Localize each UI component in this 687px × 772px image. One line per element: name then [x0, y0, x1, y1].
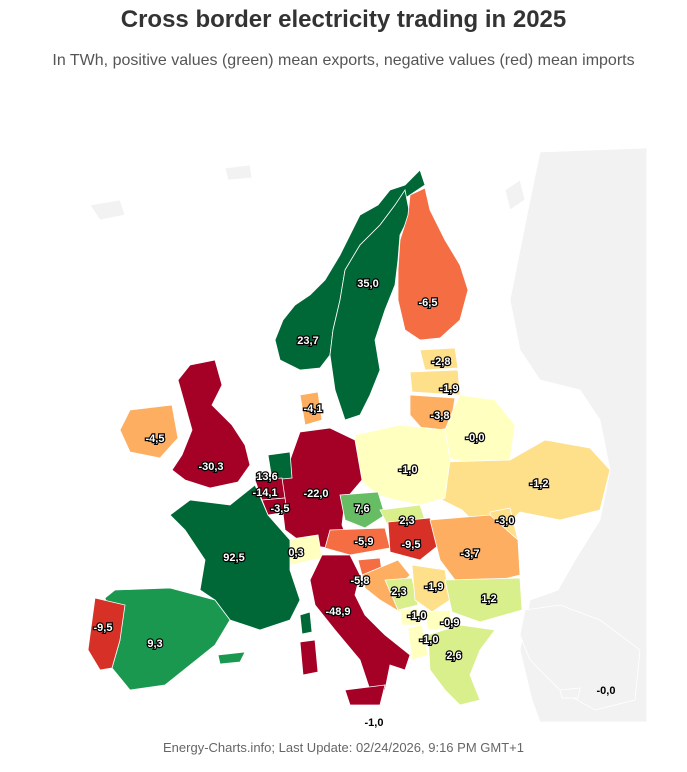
no-data-land — [509, 147, 648, 723]
value-label: -9,5 — [402, 539, 421, 551]
country-bulgaria[interactable] — [444, 577, 523, 623]
value-label-greece: 2,6 — [446, 650, 461, 662]
country-sweden[interactable] — [329, 188, 411, 421]
value-label: 7,6 — [354, 503, 369, 515]
country-greece[interactable] — [427, 624, 496, 706]
value-label-montenegro: -1,0 — [408, 610, 427, 622]
value-label-bulgaria: 1,2 — [481, 593, 496, 605]
no-data-land — [224, 164, 253, 181]
country-czechia[interactable] — [339, 491, 386, 529]
value-label: -1,2 — [530, 478, 549, 490]
value-label-north-macedonia: -0,9 — [441, 617, 460, 629]
country-ukraine[interactable] — [441, 439, 611, 531]
value-label-italy: -48,9 — [325, 606, 350, 618]
value-label-albania: -1,0 — [420, 634, 439, 646]
country-baleares[interactable] — [217, 651, 246, 665]
country-hungary[interactable] — [387, 517, 446, 561]
country-netherlands[interactable] — [267, 451, 293, 481]
value-label: -5,8 — [351, 575, 370, 587]
country-denmark[interactable] — [299, 391, 323, 426]
no-data-land — [504, 179, 526, 211]
no-data-land — [89, 199, 126, 221]
value-label: -6,5 — [419, 297, 438, 309]
country-austria[interactable] — [324, 527, 391, 556]
value-label: -0,0 — [466, 432, 485, 444]
value-label: -3,0 — [496, 515, 515, 527]
value-label: -4,1 — [304, 403, 323, 415]
value-label: 0,3 — [288, 547, 303, 559]
value-label-portugal: -9,5 — [94, 622, 113, 634]
country-bosnia[interactable] — [384, 577, 419, 611]
value-label: -14,1 — [252, 487, 277, 499]
value-label: 13,6 — [256, 471, 277, 483]
value-label: -2,8 — [432, 356, 451, 368]
value-label-malta: -1,0 — [365, 717, 384, 729]
country-finland[interactable] — [397, 187, 469, 341]
country-serbia[interactable] — [411, 564, 451, 613]
country-estonia[interactable] — [419, 347, 459, 371]
chart-subtitle: In TWh, positive values (green) mean exp… — [52, 52, 635, 69]
country-sardinia[interactable] — [299, 639, 319, 676]
value-label: -30,3 — [198, 461, 223, 473]
value-label: -3,7 — [461, 548, 480, 560]
value-label: -1,9 — [440, 383, 459, 395]
country-montenegro[interactable] — [399, 607, 421, 626]
chart-title: Cross border electricity trading in 2025 — [120, 6, 567, 33]
country-italy[interactable] — [309, 554, 411, 691]
value-label: -4,5 — [146, 433, 165, 445]
value-label: 2,3 — [399, 515, 414, 527]
country-albania[interactable] — [407, 624, 429, 661]
value-label: -3,5 — [271, 503, 290, 515]
country-portugal[interactable] — [87, 597, 126, 671]
value-label-serbia: -1,9 — [425, 581, 444, 593]
country-ireland[interactable] — [119, 404, 179, 459]
value-label: -22,0 — [303, 488, 328, 500]
value-label: -3,8 — [431, 410, 450, 422]
country-cyprus[interactable] — [559, 687, 581, 699]
value-label: 35,0 — [357, 278, 378, 290]
value-label: 23,7 — [297, 335, 318, 347]
value-label: 92,5 — [223, 552, 244, 564]
country-france[interactable] — [169, 484, 301, 631]
value-label: -5,9 — [355, 536, 374, 548]
country-corsica[interactable] — [299, 611, 313, 635]
country-united-kingdom[interactable] — [171, 359, 251, 489]
footer-source: Energy-Charts.info; Last Update: 02/24/2… — [163, 740, 524, 755]
value-label-bosnia: 2,3 — [391, 586, 406, 598]
country-poland[interactable] — [354, 424, 451, 506]
country-turkey[interactable] — [519, 604, 641, 711]
value-label-spain: 9,3 — [147, 638, 162, 650]
value-label-turkey: -0,0 — [597, 685, 616, 697]
value-label: -1,0 — [399, 464, 418, 476]
country-sicily[interactable] — [344, 684, 386, 706]
